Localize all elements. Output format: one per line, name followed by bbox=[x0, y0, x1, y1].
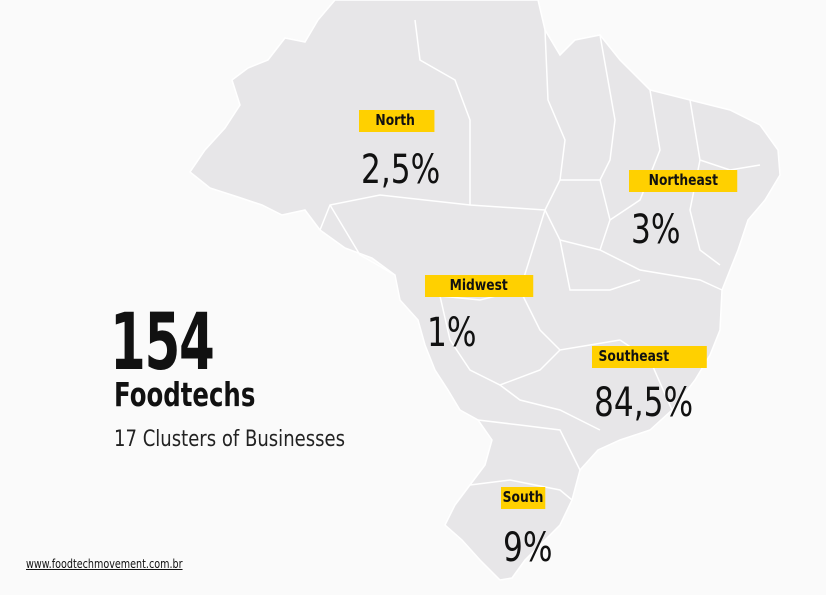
region-value-southeast: 84,5% bbox=[594, 380, 694, 426]
region-label-midwest: Midwest bbox=[425, 275, 534, 297]
region-label-northeast: Northeast bbox=[629, 170, 738, 192]
region-value-northeast: 3% bbox=[631, 207, 681, 253]
region-value-midwest: 1% bbox=[427, 310, 477, 356]
region-value-north: 2,5% bbox=[361, 147, 441, 193]
region-label-south: South bbox=[501, 487, 546, 509]
state-borders bbox=[319, 19, 761, 501]
region-label-southeast: Southeast bbox=[592, 346, 707, 368]
region-value-south: 9% bbox=[503, 525, 553, 571]
website-link[interactable]: www.foodtechmovement.com.br bbox=[26, 557, 183, 571]
total-foodtechs-number: 154 bbox=[110, 298, 215, 388]
region-label-north: North bbox=[359, 110, 435, 132]
clusters-caption: 17 Clusters of Businesses bbox=[114, 427, 346, 452]
total-foodtechs-label: Foodtechs bbox=[114, 375, 256, 414]
